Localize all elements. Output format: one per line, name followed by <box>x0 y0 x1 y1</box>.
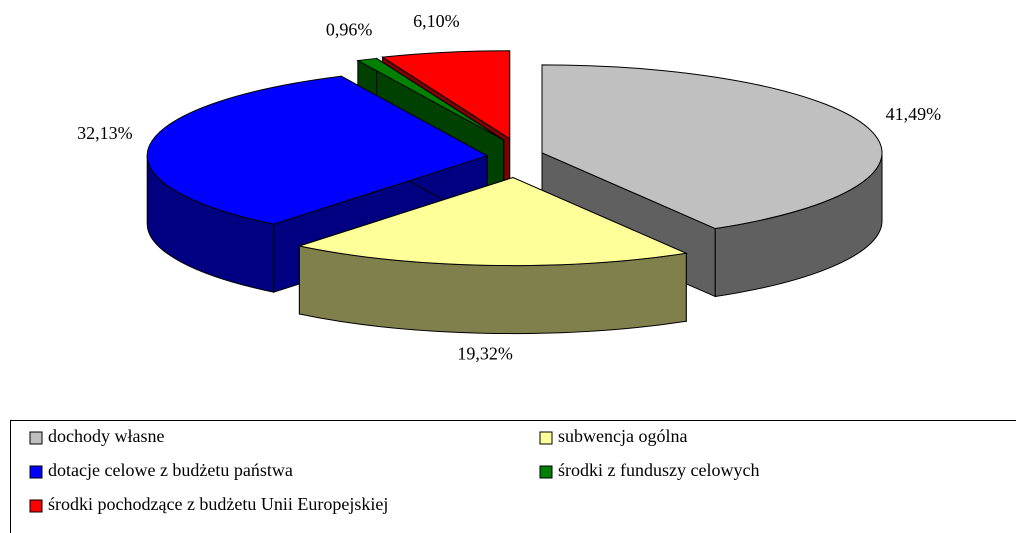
data-label: 6,10% <box>413 11 460 31</box>
slice <box>297 176 689 335</box>
legend-swatch <box>539 465 553 479</box>
legend-box <box>10 420 1016 533</box>
data-label: 41,49% <box>886 104 942 124</box>
legend-swatch <box>29 431 43 445</box>
slice-top <box>356 57 505 141</box>
data-label: 0,96% <box>326 19 373 39</box>
slice-top <box>541 64 883 230</box>
slice-top <box>381 50 511 140</box>
slice-top <box>146 75 489 225</box>
legend-label: środki pochodzące z budżetu Unii Europej… <box>48 494 388 514</box>
data-label: 19,32% <box>457 343 513 363</box>
legend-label: dotacje celowe z budżetu państwa <box>48 460 293 480</box>
data-label: 32,13% <box>77 123 133 143</box>
legend-label: subwencja ogólna <box>558 426 687 446</box>
slice <box>541 64 883 298</box>
legend-swatch <box>539 431 553 445</box>
legend-swatch <box>29 465 43 479</box>
slice-top <box>297 177 689 267</box>
legend-label: środki z funduszy celowych <box>558 460 759 480</box>
legend-swatch <box>29 499 43 513</box>
legend-label: dochody własne <box>48 426 164 446</box>
